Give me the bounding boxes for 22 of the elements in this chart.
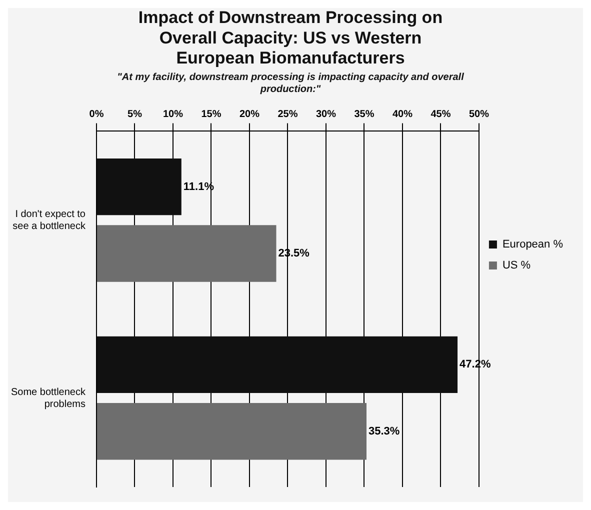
bar xyxy=(96,225,276,282)
x-tick-label: 10% xyxy=(162,108,184,120)
x-tick-label: 25% xyxy=(278,108,298,120)
bar xyxy=(96,336,458,394)
y-tick-label: Some bottleneck problems xyxy=(10,386,86,410)
x-tick-label: 5% xyxy=(128,108,142,120)
x-tick-label: 30% xyxy=(316,108,336,120)
x-tick-label: 0% xyxy=(89,108,104,120)
bar xyxy=(96,158,182,216)
y-tick-label: I don't expect to see a bottleneck xyxy=(12,208,86,232)
x-tick-label: 15% xyxy=(201,108,222,120)
x-tick-label: 45% xyxy=(430,108,451,120)
chart-title: Impact of Downstream Processing on Overall Capacity: US vs Western European Biomanufacturers xyxy=(138,8,443,68)
x-tick-label: 40% xyxy=(392,108,413,120)
chart-subtitle: "At my facility, downstream processing is impacting capacity and overall production:" xyxy=(117,72,464,95)
x-tick-label: 35% xyxy=(354,108,374,120)
legend-label: European % xyxy=(502,238,564,251)
data-label: 35.3% xyxy=(368,425,400,438)
bar xyxy=(96,403,367,460)
x-tick-label: 20% xyxy=(239,108,260,120)
x-tick-label: 50% xyxy=(468,108,490,120)
legend-label: US % xyxy=(502,260,531,272)
